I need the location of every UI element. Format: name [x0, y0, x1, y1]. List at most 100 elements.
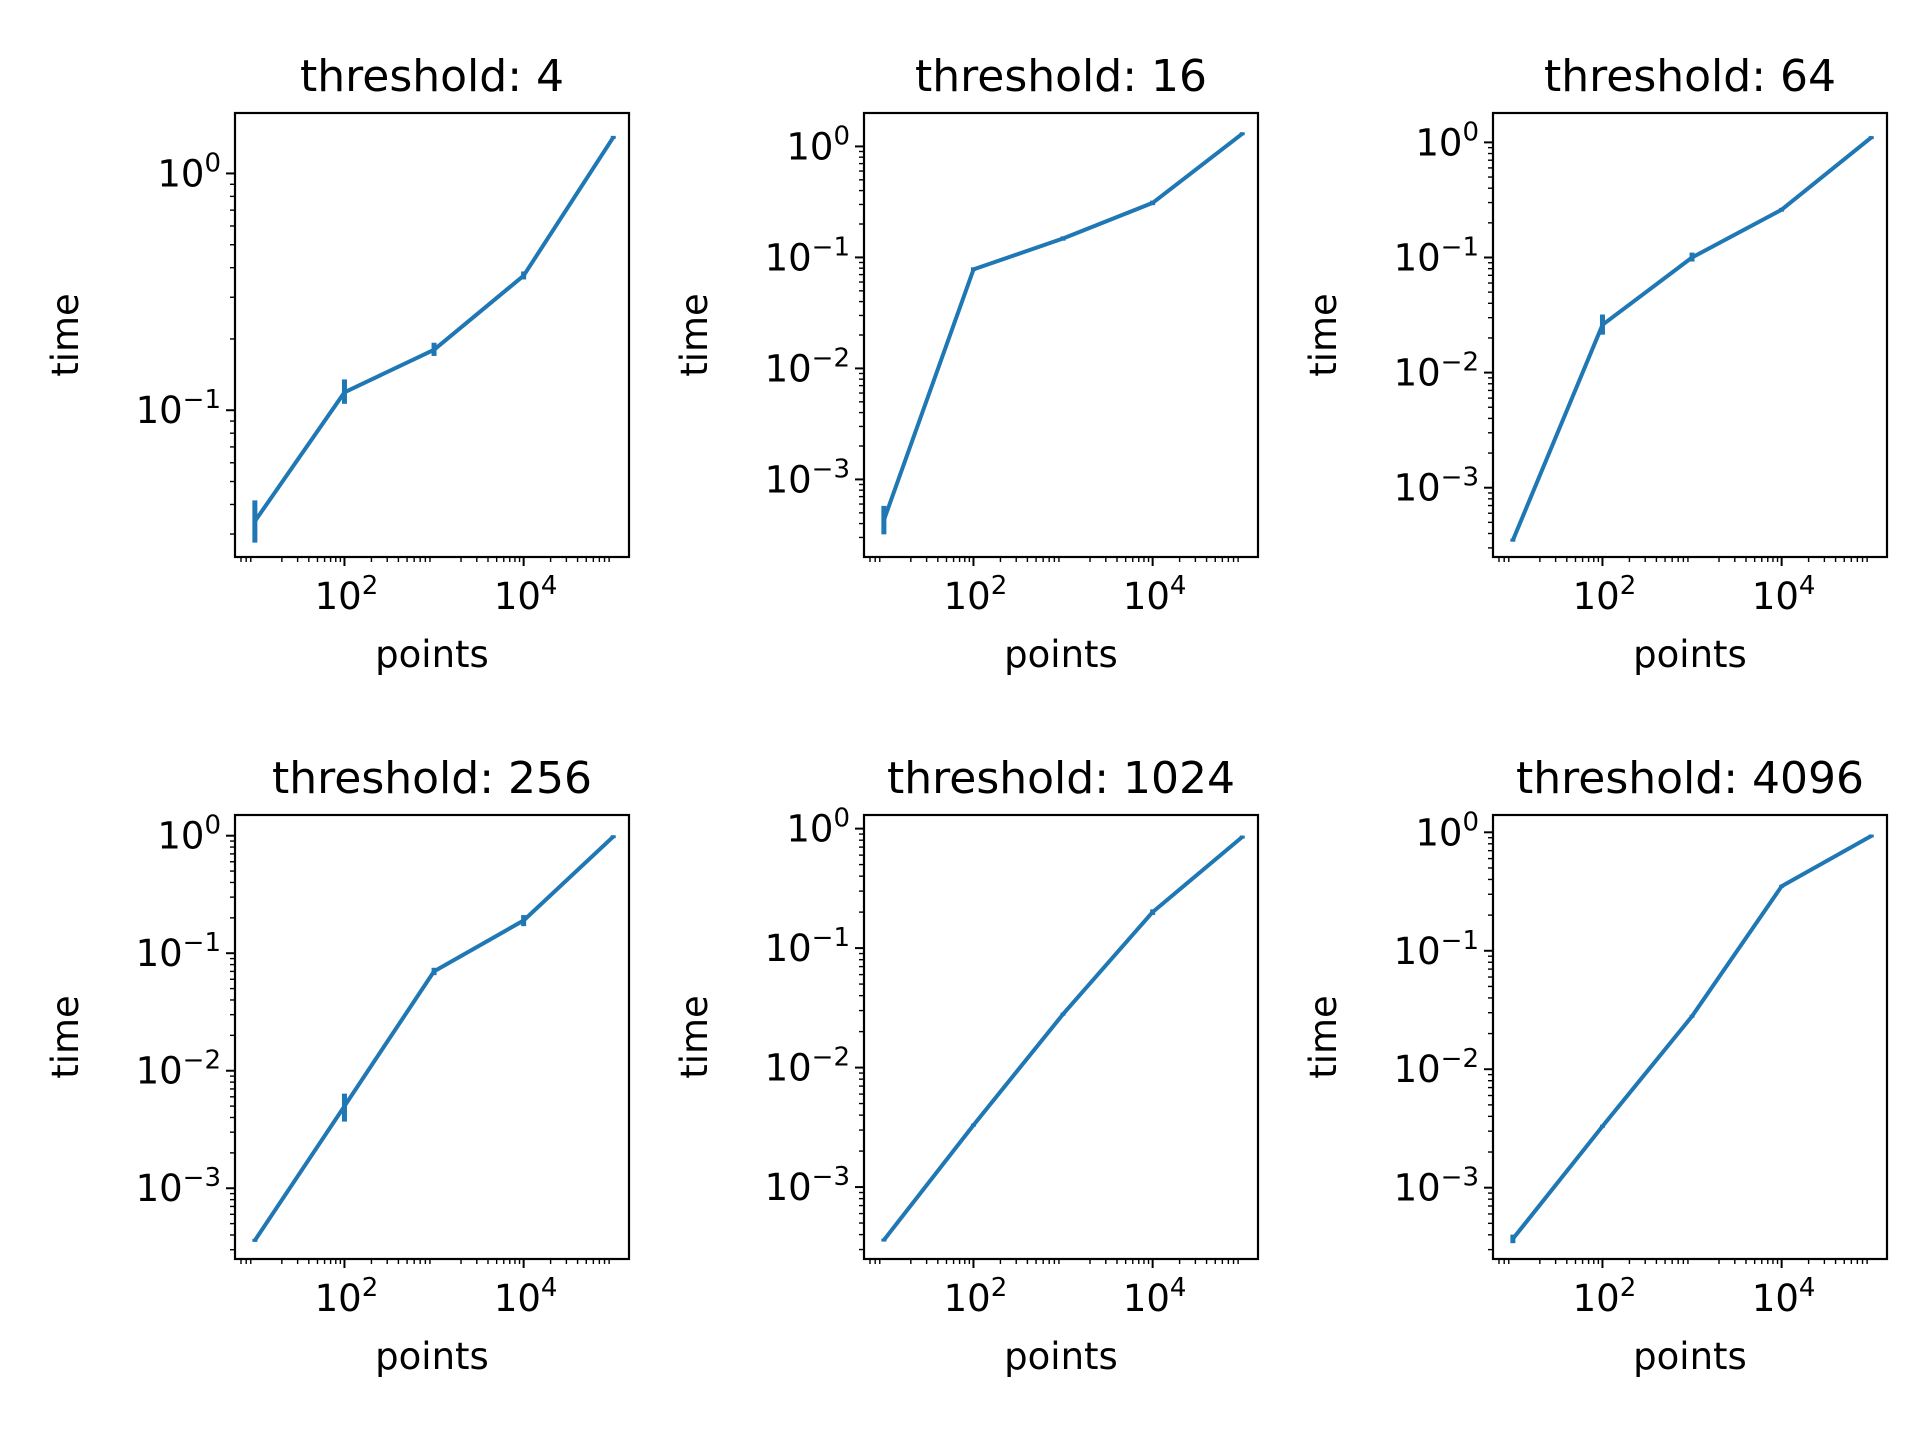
x-tick-label: 104 [1752, 571, 1816, 618]
data-point [1690, 1014, 1694, 1018]
x-tick-label: 102 [944, 1273, 1008, 1320]
tick-base: 10 [315, 575, 362, 618]
data-point [1511, 538, 1515, 542]
tick-base: 10 [1573, 575, 1620, 618]
tick-exponent: 0 [833, 804, 850, 834]
y-tick-label: 10−1 [136, 928, 221, 975]
tick-base: 10 [136, 1167, 183, 1210]
x-tick-label: 102 [1573, 571, 1637, 618]
minor-ticks [1488, 146, 1868, 562]
y-tick-label: 100 [157, 148, 221, 195]
tick-base: 10 [765, 1047, 812, 1090]
y-tick-label: 10−3 [765, 454, 850, 501]
data-point [253, 519, 257, 523]
y-axis-label: time [44, 293, 87, 377]
tick-base: 10 [1394, 467, 1441, 510]
y-axis-label: time [673, 293, 716, 377]
tick-exponent: −2 [1441, 1044, 1479, 1074]
tick-exponent: 2 [1620, 571, 1637, 601]
x-axis-label: points [1633, 1335, 1747, 1378]
y-tick-label: 10−2 [765, 343, 850, 390]
tick-base: 10 [1415, 121, 1462, 164]
y-axis-label: time [1302, 995, 1345, 1079]
x-axis-label: points [1004, 633, 1118, 676]
tick-exponent: 4 [541, 571, 558, 601]
y-axis-label: time [1302, 293, 1345, 377]
tick-exponent: −2 [1441, 348, 1479, 378]
tick-base: 10 [1752, 1277, 1799, 1320]
tick-exponent: −3 [1441, 1163, 1479, 1193]
y-tick-label: 10−3 [136, 1163, 221, 1210]
plot-frame [233, 111, 631, 559]
y-tick-label: 10−1 [765, 232, 850, 279]
data-point [432, 348, 436, 352]
y-tick-label: 100 [157, 811, 221, 858]
tick-exponent: −1 [812, 232, 850, 262]
tick-exponent: 0 [204, 811, 221, 841]
data-point [522, 274, 526, 278]
data-point [1061, 1012, 1065, 1016]
y-axis-label: time [673, 995, 716, 1079]
minor-ticks [230, 183, 610, 562]
tick-base: 10 [765, 1166, 812, 1209]
tick-exponent: 0 [204, 148, 221, 178]
data-point [342, 390, 346, 394]
x-axis-label: points [1004, 1335, 1118, 1378]
plot-frame [862, 111, 1260, 559]
tick-exponent: −1 [812, 923, 850, 953]
y-tick-label: 10−3 [1394, 463, 1479, 510]
tick-exponent: 2 [362, 571, 379, 601]
x-tick-label: 104 [1123, 571, 1187, 618]
tick-base: 10 [765, 347, 812, 390]
x-axis-label: points [375, 633, 489, 676]
data-point [1869, 136, 1873, 140]
tick-base: 10 [157, 815, 204, 858]
x-axis-label: points [1633, 633, 1747, 676]
data-point [1690, 255, 1694, 259]
tick-exponent: −1 [183, 385, 221, 415]
y-tick-label: 10−2 [136, 1046, 221, 1093]
tick-exponent: −1 [1441, 926, 1479, 956]
tick-base: 10 [1394, 352, 1441, 395]
data-point [522, 918, 526, 922]
data-point [1600, 323, 1604, 327]
y-tick-label: 100 [786, 804, 850, 851]
tick-base: 10 [1394, 1048, 1441, 1091]
minor-ticks [859, 150, 1239, 562]
y-axis-label: time [44, 995, 87, 1079]
tick-base: 10 [786, 125, 833, 168]
tick-base: 10 [944, 575, 991, 618]
tick-exponent: 4 [1170, 1273, 1187, 1303]
tick-base: 10 [1123, 575, 1170, 618]
tick-exponent: −1 [1441, 232, 1479, 262]
data-point [611, 835, 615, 839]
data-point [882, 518, 886, 522]
x-tick-label: 104 [1752, 1273, 1816, 1320]
tick-base: 10 [765, 927, 812, 970]
tick-exponent: 2 [991, 571, 1008, 601]
tick-exponent: −1 [183, 928, 221, 958]
y-tick-label: 10−1 [765, 923, 850, 970]
tick-base: 10 [786, 808, 833, 851]
x-tick-label: 102 [315, 1273, 379, 1320]
data-point [253, 1238, 257, 1242]
y-tick-label: 100 [1415, 117, 1479, 164]
tick-exponent: −3 [1441, 463, 1479, 493]
x-tick-label: 104 [494, 1273, 558, 1320]
tick-base: 10 [1394, 930, 1441, 973]
plot-frame [233, 813, 631, 1261]
subplot-title: threshold: 1024 [887, 753, 1235, 804]
tick-base: 10 [157, 152, 204, 195]
tick-exponent: 2 [991, 1273, 1008, 1303]
tick-exponent: 0 [833, 121, 850, 151]
data-point [1061, 237, 1065, 241]
tick-base: 10 [1573, 1277, 1620, 1320]
data-point [1151, 201, 1155, 205]
data-point [971, 267, 975, 271]
data-point [1780, 884, 1784, 888]
subplot-title: threshold: 64 [1544, 51, 1836, 102]
tick-base: 10 [765, 458, 812, 501]
data-point [1151, 910, 1155, 914]
data-point [1600, 1124, 1604, 1128]
